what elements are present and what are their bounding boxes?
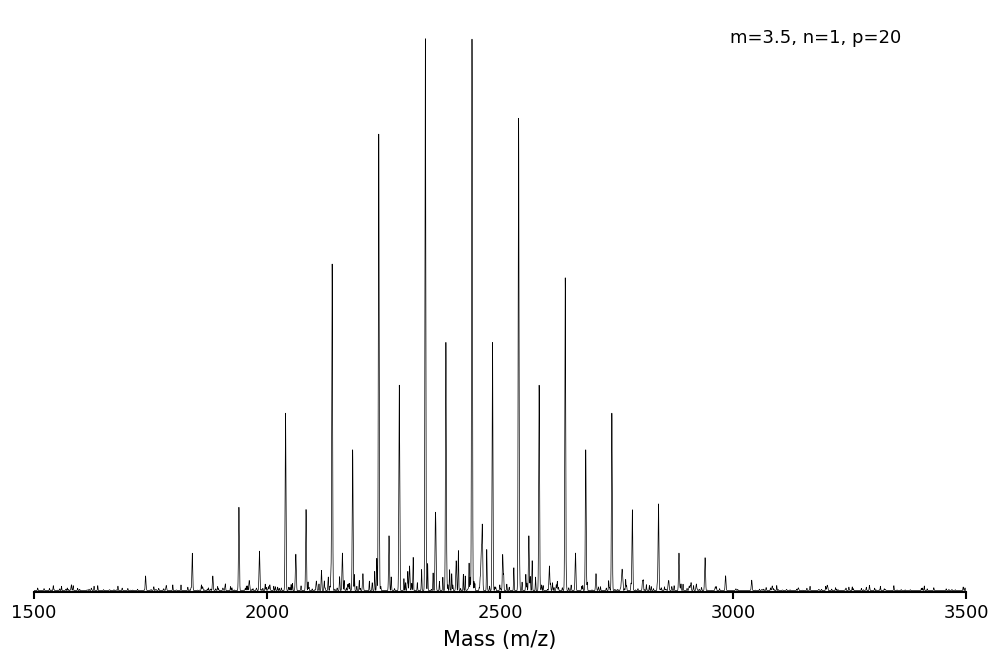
Text: m=3.5, n=1, p=20: m=3.5, n=1, p=20 bbox=[730, 28, 901, 46]
X-axis label: Mass (m/z): Mass (m/z) bbox=[443, 630, 557, 650]
